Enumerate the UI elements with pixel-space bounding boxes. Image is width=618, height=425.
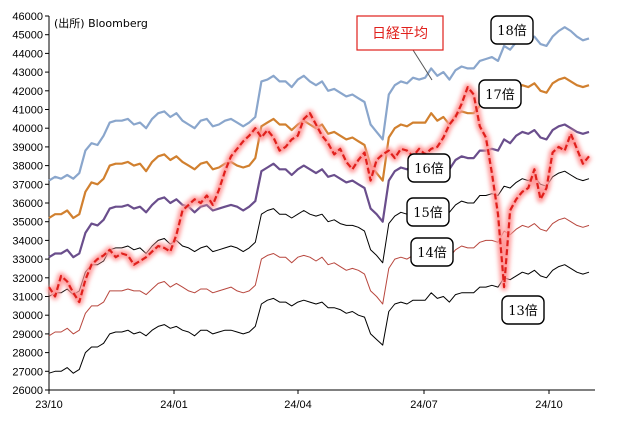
- chart-series: [46, 26, 592, 374]
- y-tick-label: 32000: [12, 273, 43, 285]
- y-tick-label: 26000: [12, 385, 43, 397]
- y-tick-label: 41000: [12, 105, 43, 117]
- nikkei-glow: [46, 83, 592, 306]
- y-tick-label: 43000: [12, 67, 43, 79]
- pe-label-box: [406, 197, 450, 227]
- pe-label-text: 18倍: [497, 24, 527, 39]
- y-tick-label: 46000: [12, 11, 43, 23]
- x-tick-label: 24/07: [410, 399, 438, 411]
- y-tick-label: 28000: [12, 348, 43, 360]
- pe-label-box: [407, 153, 451, 183]
- y-tick-label: 34000: [12, 235, 43, 247]
- pe-label-17: 17倍: [478, 79, 522, 109]
- y-tick-label: 33000: [12, 254, 43, 266]
- pe-label-14: 14倍: [410, 237, 454, 267]
- pe-label-text: 15倍: [413, 206, 443, 221]
- y-tick-label: 44000: [12, 48, 43, 60]
- series-line-nikkei: [48, 85, 590, 304]
- x-tick-label: 24/04: [284, 399, 312, 411]
- y-tick-label: 36000: [12, 198, 43, 210]
- y-tick-label: 27000: [12, 366, 43, 378]
- series-line-pe-15: [48, 170, 590, 297]
- nikkei-callout-text: 日経平均: [372, 26, 428, 42]
- pe-label-text: 16倍: [414, 162, 444, 177]
- x-tick-label: 23/10: [35, 399, 63, 411]
- pe-label-18: 18倍: [490, 15, 534, 45]
- y-tick-label: 45000: [12, 30, 43, 42]
- y-tick-label: 40000: [12, 123, 43, 135]
- x-tick-label: 24/01: [160, 399, 188, 411]
- series-line-pe-18: [48, 26, 590, 182]
- pe-label-15: 15倍: [406, 197, 450, 227]
- pe-label-text: 13倍: [508, 304, 538, 319]
- x-tick-label: 24/10: [535, 399, 563, 411]
- series-line-pe-13: [48, 264, 590, 374]
- pe-label-text: 14倍: [417, 246, 447, 261]
- y-tick-label: 35000: [12, 217, 43, 229]
- nikkei-callout-pointer: [412, 49, 433, 81]
- series-line-pe-16: [48, 123, 590, 259]
- y-tick-label: 31000: [12, 292, 43, 304]
- y-tick-label: 39000: [12, 142, 43, 154]
- nikkei-callout-box: [356, 15, 444, 51]
- y-tick-label: 37000: [12, 179, 43, 191]
- pe-label-box: [478, 79, 522, 109]
- y-tick-label: 38000: [12, 161, 43, 173]
- pe-label-box: [490, 15, 534, 45]
- pe-label-13: 13倍: [501, 295, 545, 325]
- source-note: (出所) Bloomberg: [54, 16, 148, 30]
- pe-label-box: [501, 295, 545, 325]
- pe-label-box: [410, 237, 454, 267]
- y-tick-label: 29000: [12, 329, 43, 341]
- nikkei-callout: 日経平均: [356, 15, 444, 81]
- chart-labels: 18倍 17倍 16倍 15倍 14倍 13倍 日経平均: [356, 15, 545, 325]
- pe-label-text: 17倍: [485, 88, 515, 103]
- y-axis-ticks: 26000 27000 28000 29000 30000 31000 32000 33000…: [12, 11, 49, 397]
- x-axis-ticks: 23/10 24/01 24/04 24/07 24/10: [35, 390, 563, 411]
- y-tick-label: 42000: [12, 86, 43, 98]
- y-tick-label: 30000: [12, 310, 43, 322]
- pe-label-16: 16倍: [407, 153, 451, 183]
